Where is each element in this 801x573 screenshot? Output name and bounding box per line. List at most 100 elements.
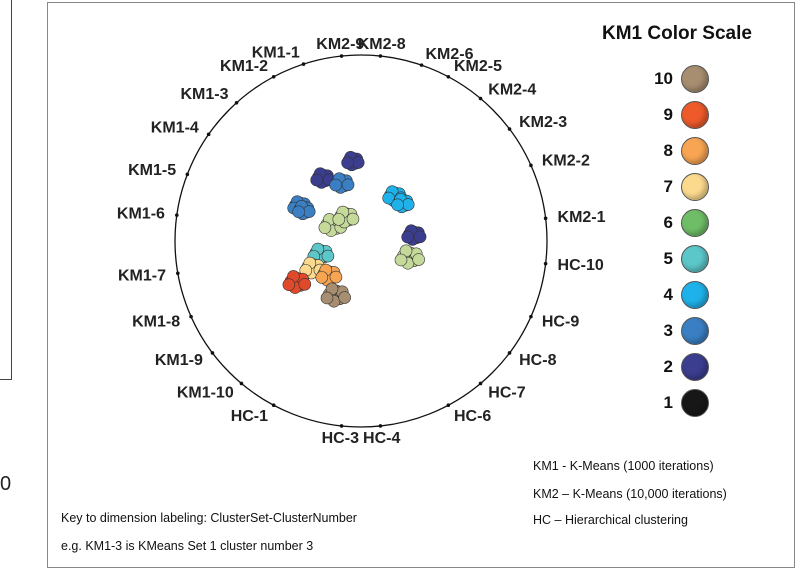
anchor-point <box>478 381 483 386</box>
left-panel-frame <box>0 0 12 380</box>
color-scale-title: KM1 Color Scale <box>602 23 752 44</box>
cluster-9-point <box>298 277 312 291</box>
dimension-label: KM2-5 <box>454 58 502 75</box>
anchor-point <box>206 132 211 137</box>
color-scale-value: 2 <box>663 357 673 376</box>
data-points <box>282 151 427 308</box>
anchor-point <box>185 172 190 177</box>
dimension-label: HC-4 <box>363 430 400 447</box>
dimension-label: KM1-4 <box>151 119 199 136</box>
cluster-6-point <box>394 253 408 267</box>
dimension-key-line: Key to dimension labeling: ClusterSet-Cl… <box>61 511 357 525</box>
anchor-point <box>339 54 344 58</box>
anchor-point <box>543 261 548 266</box>
anchor-point <box>378 54 383 58</box>
color-swatch <box>681 101 709 129</box>
cluster-10-point <box>320 291 334 305</box>
color-scale-value: 4 <box>663 285 673 304</box>
anchor-point <box>175 213 179 217</box>
dimension-label: HC-3 <box>322 430 359 447</box>
anchor-point <box>419 63 424 67</box>
cluster-3-point <box>341 178 355 192</box>
dimension-label: KM1-5 <box>128 162 176 179</box>
cluster-10-point <box>338 291 351 304</box>
color-scale-value: 9 <box>663 105 673 124</box>
dimension-label: HC-8 <box>519 352 556 369</box>
cluster-4-point <box>401 198 415 211</box>
anchor-point <box>234 100 239 105</box>
anchor-point <box>339 424 344 428</box>
color-swatch <box>681 173 709 201</box>
cluster-9-point <box>282 278 296 291</box>
cluster-2-point <box>413 230 427 244</box>
cluster-3-point <box>302 205 316 218</box>
anchor-point <box>378 424 383 428</box>
cluster-4-point <box>391 198 404 212</box>
dimension-label: KM2-6 <box>425 46 473 63</box>
cluster-3-point <box>329 178 342 192</box>
anchor-point <box>446 74 451 79</box>
dimension-label: HC-1 <box>231 408 268 425</box>
cluster-2-point <box>310 173 323 187</box>
dimension-label: HC-7 <box>488 385 525 402</box>
color-swatch <box>681 137 709 165</box>
dimension-label: KM1-7 <box>118 267 166 284</box>
color-swatch <box>681 317 709 345</box>
dimension-label: KM2-3 <box>519 114 567 131</box>
color-scale-value: 1 <box>663 393 673 412</box>
anchor-point <box>239 381 244 386</box>
cluster-5-point <box>321 249 335 263</box>
cluster-8-point <box>315 271 329 284</box>
dimension-example-line: e.g. KM1-3 is KMeans Set 1 cluster numbe… <box>61 539 314 553</box>
fragment-text: 0 <box>0 473 12 495</box>
anchor-point <box>271 74 276 79</box>
anchor-point <box>507 127 512 131</box>
anchor-point <box>271 403 276 408</box>
color-swatch <box>681 389 709 417</box>
dimension-label: KM1-6 <box>117 205 165 222</box>
dimension-label: KM1-8 <box>132 314 180 331</box>
color-scale-value: 7 <box>663 177 673 196</box>
color-swatch <box>681 353 709 381</box>
color-scale-value: 8 <box>663 141 673 160</box>
dimension-label: HC-6 <box>454 408 491 425</box>
dimension-label: KM1-2 <box>220 58 268 75</box>
color-swatch <box>681 245 709 273</box>
cluster-2-point <box>341 156 354 170</box>
dimension-label: KM2-8 <box>358 36 406 53</box>
anchor-point <box>189 314 193 319</box>
cluster-6-point <box>346 212 360 226</box>
anchor-point <box>301 62 306 66</box>
method-key-km1: KM1 - K-Means (1000 iterations) <box>533 459 714 473</box>
dimension-label: KM2-9 <box>316 36 364 53</box>
color-swatch <box>681 281 709 309</box>
color-scale-value: 3 <box>663 321 673 340</box>
dimension-label: HC-9 <box>542 314 579 331</box>
dimension-label: KM2-4 <box>488 81 536 98</box>
dimension-label: KM1-9 <box>155 352 203 369</box>
anchor-point <box>210 351 215 355</box>
anchor-point <box>176 271 180 276</box>
cluster-2-point <box>401 230 414 244</box>
method-key-hc: HC – Hierarchical clustering <box>533 513 688 527</box>
anchor-point <box>529 163 533 168</box>
cluster-2-point <box>351 156 365 169</box>
anchor-point <box>529 314 533 319</box>
cluster-3-point <box>292 205 305 219</box>
color-scale-value: 6 <box>663 213 673 232</box>
dimension-label: KM2-1 <box>558 209 606 226</box>
dimension-label: KM1-3 <box>180 86 228 103</box>
dimension-label: KM1-10 <box>177 385 234 402</box>
dimension-label: HC-10 <box>558 257 604 274</box>
cluster-6-point <box>412 253 425 266</box>
method-key-km2: KM2 – K-Means (10,000 iterations) <box>533 487 727 501</box>
cluster-6-point <box>318 221 332 234</box>
radviz-circle <box>174 54 548 428</box>
dimension-label: KM2-2 <box>542 152 590 169</box>
color-scale-value: 5 <box>663 249 673 268</box>
color-swatch <box>681 209 709 237</box>
anchor-point <box>507 351 512 355</box>
cluster-8-point <box>329 270 343 284</box>
